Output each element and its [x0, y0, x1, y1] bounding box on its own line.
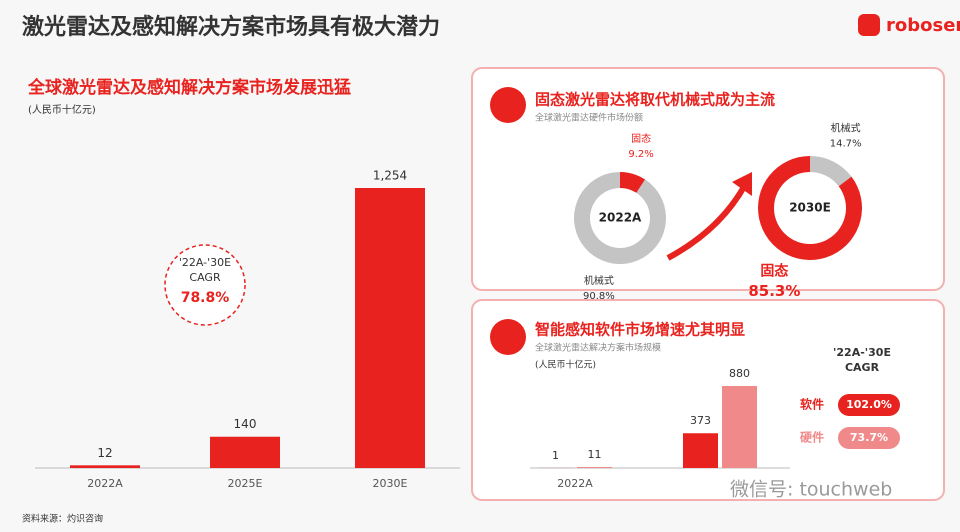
slice-label: 固态	[760, 263, 788, 280]
logo: robosense	[886, 15, 960, 36]
panel-icon	[490, 87, 526, 123]
slice-label: 机械式	[584, 274, 614, 287]
bar	[722, 386, 757, 468]
watermark: 微信号: touchweb	[730, 479, 892, 501]
panel-subtitle: 全球激光雷达硬件市场份额	[535, 112, 643, 124]
legend-pill	[838, 394, 900, 416]
donut-slice	[574, 172, 666, 264]
annotation-circle	[164, 244, 246, 326]
bar	[210, 436, 280, 468]
value-label: 880	[729, 367, 750, 380]
x-tick-label: 2022A	[557, 477, 593, 490]
value-label: 11	[588, 448, 602, 461]
chart-title: 全球激光雷达及感知解决方案市场发展迅猛	[27, 77, 351, 98]
panel-subtitle: 全球激光雷达解决方案市场规模	[535, 342, 661, 354]
legend-title: CAGR	[845, 361, 880, 374]
source: 资料来源：灼识咨询	[22, 513, 103, 525]
annotation-label: CAGR	[189, 271, 221, 284]
slice-value: 14.7%	[830, 138, 862, 149]
arrow-head	[732, 172, 752, 196]
value-label: 1,254	[373, 169, 407, 183]
bar	[355, 188, 425, 468]
legend-pill	[838, 427, 900, 449]
legend-title: '22A-'30E	[833, 346, 891, 359]
slide-title: 激光雷达及感知解决方案市场具有极大潜力	[22, 14, 440, 40]
annotation-label: '22A-'30E	[179, 256, 231, 269]
bar	[577, 466, 612, 468]
donut-slice	[810, 156, 852, 187]
chart-unit: (人民币十亿元)	[535, 359, 596, 371]
value-label: 140	[234, 417, 257, 431]
x-tick-label: 2025E	[228, 477, 263, 490]
legend-cagr: 102.0%	[846, 398, 892, 411]
panel-icon	[490, 319, 526, 355]
bar	[70, 465, 140, 468]
slice-value: 9.2%	[628, 149, 653, 160]
value-label: 1	[552, 449, 559, 462]
panel-title: 固态激光雷达将取代机械式成为主流	[535, 91, 775, 109]
panel-title: 智能感知软件市场增速尤其明显	[535, 321, 745, 339]
legend-label: 硬件	[800, 430, 824, 445]
donut-slice	[758, 156, 862, 260]
center-label: 2030E	[789, 201, 831, 215]
x-tick-label: 2030E	[373, 477, 408, 490]
legend-label: 软件	[800, 397, 824, 412]
center-label: 2022A	[599, 211, 642, 225]
slice-value: 85.3%	[748, 282, 800, 300]
logo-icon	[858, 14, 880, 36]
donut-slice	[620, 172, 646, 193]
value-label: 373	[690, 414, 711, 427]
slice-label: 固态	[631, 132, 651, 145]
legend-cagr: 73.7%	[850, 431, 888, 444]
x-tick-label: 2022A	[87, 477, 123, 490]
bar	[683, 433, 718, 468]
value-label: 12	[97, 446, 112, 460]
slice-value: 90.8%	[583, 291, 615, 302]
arrow	[666, 183, 748, 261]
chart-subtitle: (人民币十亿元)	[28, 103, 96, 116]
panel	[471, 299, 945, 501]
slice-label: 机械式	[831, 121, 861, 134]
annotation-value: 78.8%	[181, 290, 230, 306]
